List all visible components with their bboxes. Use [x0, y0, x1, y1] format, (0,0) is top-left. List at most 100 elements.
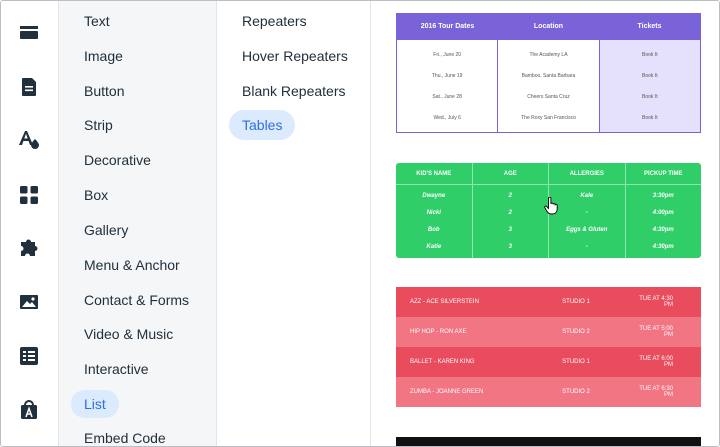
class-studio: STUDIO 1: [562, 299, 590, 305]
category-item-button[interactable]: Button: [84, 83, 125, 99]
tour-dates-table[interactable]: 2016 Tour Dates Location Tickets Fri., J…: [396, 13, 701, 133]
kid-age: 2: [508, 193, 512, 200]
rail-item-strip[interactable]: [14, 18, 44, 48]
tour-location: The Academy LA: [529, 51, 568, 58]
category-item-menu-anchor[interactable]: Menu & Anchor: [84, 257, 180, 273]
rail-item-apps[interactable]: [14, 180, 44, 210]
subcategory-item-tables[interactable]: Tables: [229, 110, 296, 140]
subcategory-item-hover-repeaters[interactable]: Hover Repeaters: [242, 48, 348, 64]
class-row: AZZ - ACE SILVERSTEIN STUDIO 1 TUE AT 4:30…: [396, 287, 701, 317]
class-name: HIP HOP - RON AXE: [410, 329, 467, 335]
list-icon: [20, 347, 38, 365]
kid-name: Nicki: [426, 210, 441, 217]
subcategory-list: Repeaters Hover Repeaters Blank Repeaters T…: [217, 1, 371, 446]
rail-item-design[interactable]: [14, 124, 44, 154]
kids-pickup-column: 3:30pm 4:00pm 4:30pm 4:30pm: [626, 185, 702, 258]
strip-icon: [20, 26, 38, 39]
category-item-interactive[interactable]: Interactive: [84, 361, 149, 377]
class-row: ZUMBA - JOANNE GREEN STUDIO 2 TUE AT 6:30 …: [396, 377, 701, 407]
class-row: BALLET - KAREN KING STUDIO 1 TUE AT 6:00 P…: [396, 347, 701, 377]
tour-ticket: Book It: [642, 51, 658, 58]
tour-location: Bamboo, Santa Barbara: [521, 72, 576, 79]
kid-age: 3: [508, 226, 512, 233]
category-item-box[interactable]: Box: [84, 187, 109, 203]
tour-header-dates: 2016 Tour Dates: [420, 23, 475, 30]
category-item-text[interactable]: Text: [84, 13, 110, 29]
kid-pickup: 4:30pm: [652, 243, 674, 250]
class-name: AZZ - ACE SILVERSTEIN: [410, 299, 479, 305]
rail-item-addons[interactable]: [14, 233, 44, 263]
category-item-decorative[interactable]: Decorative: [84, 152, 151, 168]
apps-icon: [20, 186, 38, 204]
image-icon: [20, 295, 38, 309]
class-name: ZUMBA - JOANNE GREEN: [410, 389, 484, 395]
class-name: BALLET - KAREN KING: [410, 359, 475, 365]
design-icon: [19, 131, 39, 149]
tour-date: Fri., June 20: [433, 51, 462, 58]
tour-date: Sat., June 28: [432, 93, 462, 100]
store-icon: [21, 400, 37, 419]
tour-location: Cheers Santa Cruz: [527, 93, 570, 100]
class-studio: STUDIO 2: [562, 389, 590, 395]
tour-header-location: Location: [533, 23, 564, 30]
kids-pickup-table[interactable]: KID'S NAME AGE ALLERGIES PICKUP TIME Dwa…: [396, 163, 701, 258]
tour-table-header: 2016 Tour Dates Location Tickets: [397, 14, 700, 40]
subcategory-item-blank-repeaters[interactable]: Blank Repeaters: [242, 83, 346, 99]
tour-location: The Roxy San Francisco: [521, 114, 576, 121]
category-list: Text Image Button Strip Decorative Box Gallery…: [59, 1, 217, 446]
rail-item-store[interactable]: [14, 395, 44, 425]
category-item-list[interactable]: List: [71, 390, 119, 418]
kid-age: 3: [508, 243, 512, 250]
rail-item-page[interactable]: [14, 72, 44, 102]
class-studio: STUDIO 1: [562, 359, 590, 365]
kids-header-name: KID'S NAME: [396, 163, 473, 184]
class-studio: STUDIO 2: [562, 329, 590, 335]
category-item-video-music[interactable]: Video & Music: [84, 326, 174, 342]
kids-age-column: 2 2 3 3: [473, 185, 549, 258]
category-item-image[interactable]: Image: [84, 48, 123, 64]
category-item-embed-code[interactable]: Embed Code: [84, 430, 166, 446]
tour-date: Thu., June 19: [431, 72, 463, 79]
kids-header-allergies: ALLERGIES: [549, 163, 626, 184]
dark-table-partial[interactable]: [396, 437, 701, 446]
category-item-contact-forms[interactable]: Contact & Forms: [84, 292, 190, 308]
kid-allergy: Kale: [580, 193, 594, 200]
kids-header-pickup: PICKUP TIME: [643, 171, 683, 177]
tour-dates-column: Fri., June 20 Thu., June 19 Sat., June 2…: [397, 40, 499, 132]
subcategory-item-repeaters[interactable]: Repeaters: [242, 13, 307, 29]
tour-location-column: The Academy LA Bamboo, Santa Barbara Che…: [498, 40, 600, 132]
tour-ticket: Book It: [642, 72, 658, 79]
rail-item-list[interactable]: [14, 341, 44, 371]
kid-age: 2: [508, 210, 512, 217]
kid-allergy: -: [585, 243, 588, 250]
tour-header-tickets: Tickets: [637, 23, 662, 30]
tour-ticket: Book It: [642, 114, 658, 121]
category-item-strip[interactable]: Strip: [84, 117, 113, 133]
class-row: HIP HOP - RON AXE STUDIO 2 TUE AT 5:00 PM: [396, 317, 701, 347]
class-time: TUE AT 6:00 PM: [639, 356, 673, 368]
kids-header-age: AGE: [473, 163, 549, 184]
page-icon: [22, 78, 36, 96]
icon-rail: [1, 1, 59, 446]
kid-allergy: Eggs & Gluten: [566, 226, 608, 233]
kids-allergies-column: Kale - Eggs & Gluten -: [549, 185, 626, 258]
class-time: TUE AT 4:30 PM: [639, 296, 673, 308]
tour-tickets-column: Book It Book It Book It Book It: [599, 40, 700, 132]
category-item-gallery[interactable]: Gallery: [84, 222, 129, 238]
kid-allergy: -: [585, 210, 588, 217]
class-time: TUE AT 6:30 PM: [639, 386, 673, 398]
kid-name: Bob: [427, 226, 440, 233]
kid-name: Dwayne: [422, 193, 446, 200]
preview-area: 2016 Tour Dates Location Tickets Fri., J…: [372, 1, 719, 446]
tour-date: Wed., July 6: [433, 114, 461, 121]
kid-pickup: 3:30pm: [652, 193, 674, 200]
class-time: TUE AT 5:00 PM: [639, 326, 673, 338]
kid-name: Katie: [426, 243, 442, 250]
dance-classes-table[interactable]: AZZ - ACE SILVERSTEIN STUDIO 1 TUE AT 4:30…: [396, 287, 701, 407]
rail-item-media[interactable]: [14, 287, 44, 317]
kid-pickup: 4:00pm: [652, 210, 674, 217]
tour-ticket: Book It: [642, 93, 658, 100]
kid-pickup: 4:30pm: [652, 226, 674, 233]
kids-name-column: Dwayne Nicki Bob Katie: [396, 185, 473, 258]
